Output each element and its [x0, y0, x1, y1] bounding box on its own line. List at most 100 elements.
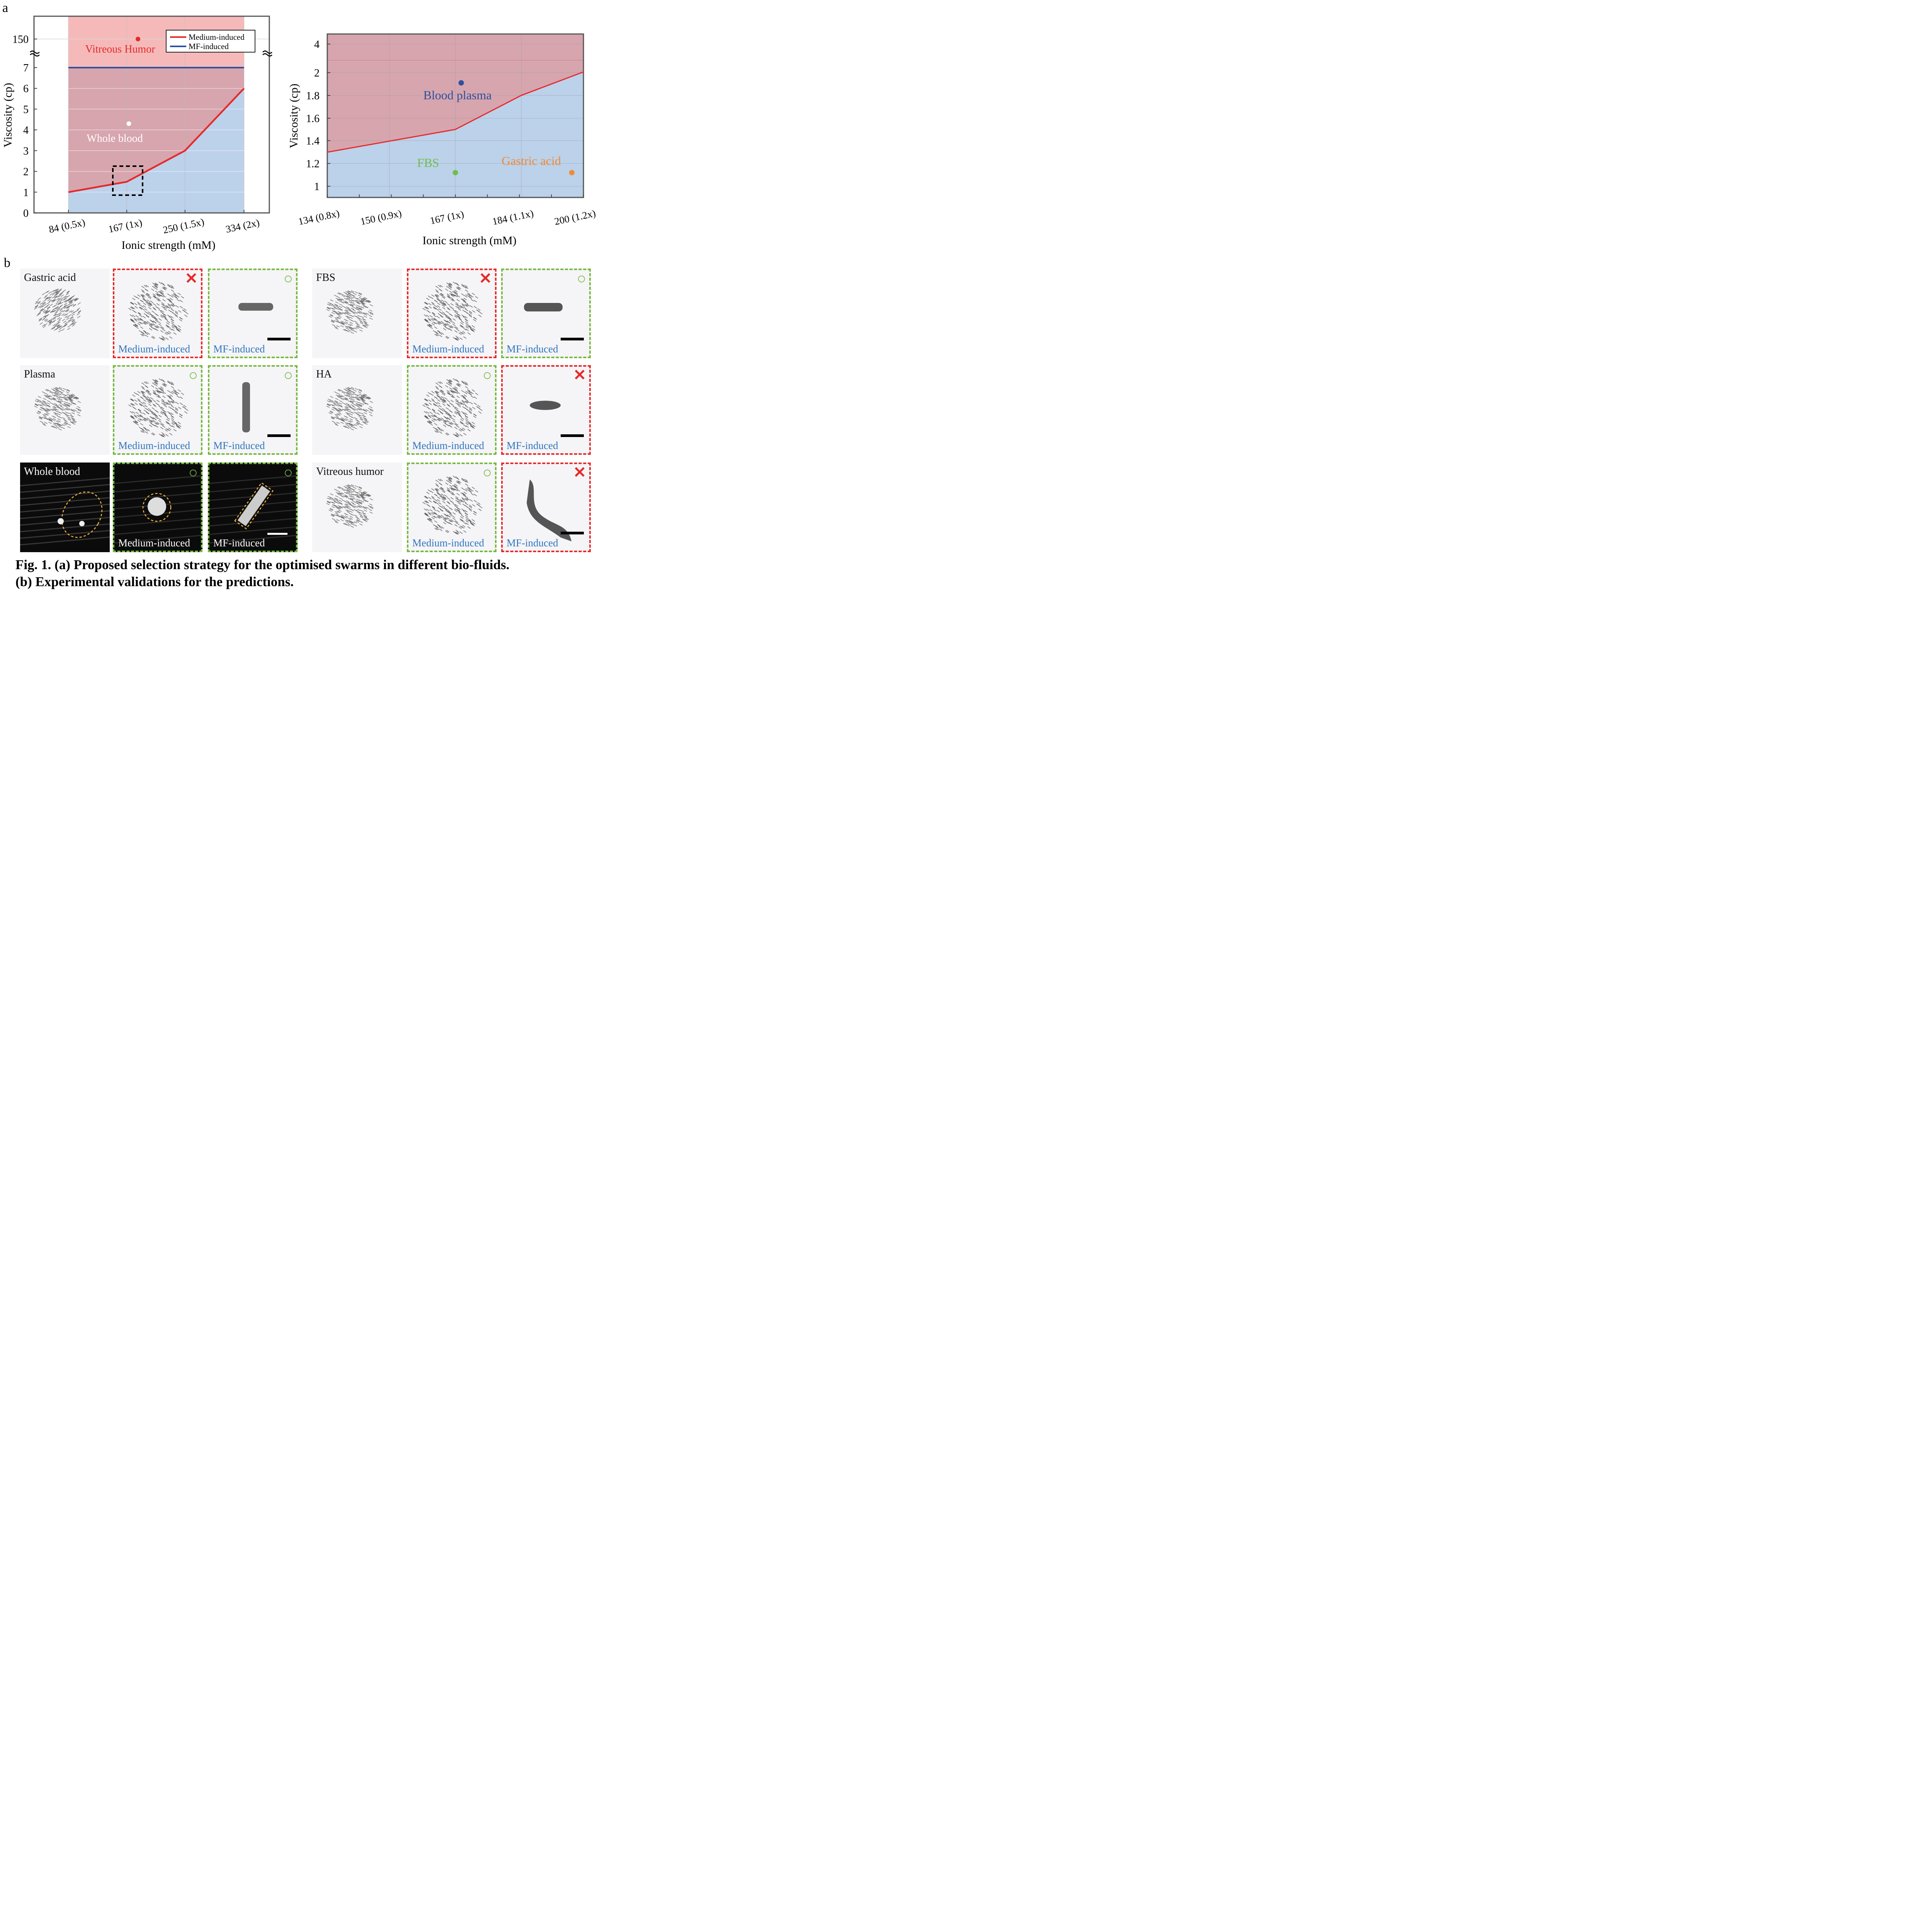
y-tick-label: 1.8: [306, 90, 320, 102]
swarm-image: [326, 387, 374, 430]
cross-icon: ✕: [573, 366, 586, 384]
mf-label: MF-induced: [213, 343, 265, 355]
medium-tile-fbs: ✕ Medium-induced: [407, 269, 497, 358]
swarm-image: [422, 378, 483, 438]
swarm-image: [34, 387, 82, 430]
chart-left-ylabel: Viscosity (cp): [2, 83, 14, 147]
y-tick-label: 1.2: [306, 158, 320, 170]
medium-label: Medium-induced: [118, 537, 190, 549]
chart-left: 0 1 2 3 4 5 6 7 150 84 (0.5x) 167 (1x) 250 (1.5x) 3…: [2, 15, 272, 252]
source-image-plasma: Plasma: [20, 365, 110, 455]
axis-break-left: [30, 50, 40, 57]
chart-right: 1 1.2 1.4 1.6 1.8 2 4 134 (0.8x) 150 (0.9x) 167 …: [287, 33, 597, 247]
circle-icon: ○: [188, 366, 198, 384]
label-blood-plasma: Blood plasma: [423, 88, 492, 102]
medium-tile-whole-blood: ○ Medium-induced: [113, 463, 202, 552]
legend-mf: MF-induced: [189, 42, 229, 51]
y-tick-label: 1.4: [306, 135, 320, 147]
label-whole-blood: Whole blood: [87, 133, 143, 145]
cross-icon: ✕: [479, 270, 492, 287]
medium-tile-ha: ○ Medium-induced: [407, 365, 497, 455]
medium-label: Medium-induced: [412, 343, 484, 355]
medium-tile-gastric-acid: ✕ Medium-induced: [113, 269, 202, 358]
swarm-image: [326, 290, 374, 334]
medium-label: Medium-induced: [412, 440, 484, 451]
region-mf-only: [68, 88, 244, 213]
circle-icon: ○: [188, 464, 198, 481]
swarm-image: [128, 378, 189, 438]
point-blood-plasma: [458, 80, 464, 86]
y-tick-label: 2: [314, 67, 320, 79]
point-gastric-acid: [569, 170, 575, 175]
medium-label: Medium-induced: [412, 537, 484, 549]
legend: Medium-induced MF-induced: [166, 30, 255, 53]
label-vitreous-humor: Vitreous Humor: [85, 43, 155, 55]
swarm-image: [326, 484, 374, 528]
mf-label: MF-induced: [507, 343, 558, 355]
medium-tile-vitreous-humor: ○ Medium-induced: [407, 463, 497, 552]
region-mf-only: [327, 71, 583, 197]
medium-tile-plasma: ○ Medium-induced: [113, 365, 202, 455]
source-label: HA: [316, 368, 332, 380]
y-tick-label: 1: [23, 187, 29, 199]
source-image-gastric-acid: Gastric acid: [20, 269, 110, 358]
mf-label: MF-induced: [507, 440, 558, 451]
cross-icon: ✕: [185, 270, 198, 287]
label-gastric-acid: Gastric acid: [502, 154, 561, 168]
x-tick-label: 167 (1x): [429, 208, 465, 226]
medium-label: Medium-induced: [118, 440, 190, 451]
legend-medium: Medium-induced: [189, 32, 245, 42]
source-label: Plasma: [24, 368, 55, 380]
chart-right-ylabel: Viscosity (cp): [287, 83, 300, 148]
caption-line-1: Fig. 1. (a) Proposed selection strategy …: [15, 557, 510, 572]
y-tick-label: 6: [23, 83, 29, 95]
panel-label-b: b: [4, 256, 10, 270]
x-tick-label: 184 (1.1x): [492, 207, 535, 227]
x-tick-label: 150 (0.9x): [359, 207, 403, 227]
x-tick-label: 250 (1.5x): [162, 216, 205, 236]
mf-tile-vitreous-humor: ✕ MF-induced: [501, 463, 591, 552]
source-label: Gastric acid: [24, 272, 76, 284]
figure-caption: Fig. 1. (a) Proposed selection strategy …: [15, 556, 587, 590]
y-tick-label: 2: [23, 166, 29, 178]
x-tick-label: 167 (1x): [107, 217, 143, 235]
y-tick-label: 1.6: [306, 113, 320, 125]
source-image-vitreous-humor: Vitreous humor: [312, 463, 402, 552]
mf-tile-whole-blood: ○ MF-induced: [208, 463, 298, 552]
source-image-whole-blood: Whole blood: [20, 463, 110, 552]
y-tick-label: 5: [23, 104, 29, 116]
y-tick-label: 4: [23, 124, 29, 136]
y-tick-label: 150: [12, 34, 29, 46]
x-tick-label: 134 (0.8x): [297, 207, 340, 227]
source-image-fbs: FBS: [312, 269, 402, 358]
chart-left-xlabel: Ionic strength (mM): [121, 239, 215, 252]
source-label: Whole blood: [24, 466, 80, 478]
mf-label: MF-induced: [507, 537, 558, 549]
swarm-image: [34, 288, 82, 332]
cross-icon: ✕: [573, 464, 586, 481]
series-medium-induced: [327, 71, 584, 153]
y-tick-label: 1: [314, 181, 320, 193]
mf-tile-gastric-acid: ○ MF-induced: [208, 269, 298, 358]
mf-tile-fbs: ○ MF-induced: [501, 269, 591, 358]
swarm-image: [422, 476, 483, 535]
x-tick-label: 200 (1.2x): [553, 207, 597, 227]
point-fbs: [452, 170, 458, 175]
y-tick-label: 3: [23, 145, 29, 157]
zoom-box: [112, 165, 143, 196]
y-tick-label: 0: [23, 207, 29, 219]
circle-icon: ○: [283, 464, 293, 481]
source-image-ha: HA: [312, 365, 402, 455]
mf-tile-ha: ✕ MF-induced: [501, 365, 591, 455]
point-vitreous-humor: [136, 37, 141, 41]
source-label: FBS: [316, 272, 335, 284]
axis-break-right: [262, 50, 272, 57]
circle-icon: ○: [482, 366, 492, 384]
circle-icon: ○: [482, 464, 492, 481]
circle-icon: ○: [283, 270, 293, 287]
caption-line-2: (b) Experimental validations for the pre…: [15, 574, 294, 589]
label-fbs: FBS: [417, 156, 439, 170]
swarm-image: [422, 282, 483, 341]
circle-icon: ○: [577, 270, 586, 287]
y-tick-label: 7: [23, 62, 29, 74]
